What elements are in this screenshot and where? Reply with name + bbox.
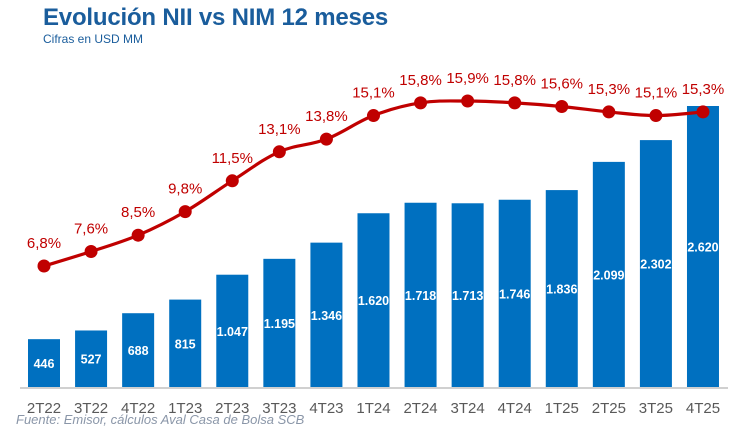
nii-bar-2T24: [404, 202, 437, 387]
nim-point-1T25: [555, 99, 569, 113]
nii-bar-2T25: [592, 161, 625, 387]
nim-point-3T22: [84, 245, 98, 259]
nii-bar-label-4T25: 2.620: [687, 241, 718, 255]
nim-point-2T22: [37, 259, 51, 273]
x-tick-3T25: 3T25: [639, 400, 673, 417]
x-tick-1T23: 1T23: [168, 400, 202, 417]
nii-bar-3T25: [639, 140, 672, 387]
nim-label-2T25: 15,3%: [588, 81, 631, 98]
nii-bar-label-1T23: 815: [175, 337, 196, 351]
nim-point-4T23: [319, 132, 333, 146]
nim-point-3T25: [649, 109, 663, 123]
nii-bar-label-2T23: 1.047: [217, 325, 248, 339]
nim-label-4T23: 13,8%: [305, 108, 348, 125]
nim-point-4T22: [131, 228, 145, 242]
nim-label-2T24: 15,8%: [399, 72, 442, 89]
nim-label-1T23: 9,8%: [168, 181, 202, 198]
nim-point-1T24: [366, 109, 380, 123]
nii-bar-2T23: [216, 274, 249, 387]
nii-bar-label-4T24: 1.746: [499, 287, 530, 301]
nii-bar-3T22: [75, 330, 108, 387]
nim-point-3T23: [272, 145, 286, 159]
nii-bars: [28, 106, 719, 387]
nii-bar-label-3T22: 527: [81, 353, 102, 367]
x-tick-2T24: 2T24: [403, 400, 437, 417]
x-tick-4T24: 4T24: [498, 400, 532, 417]
nim-label-1T25: 15,6%: [540, 75, 583, 92]
nii-bar-label-3T24: 1.713: [452, 289, 483, 303]
nii-bar-1T23: [169, 299, 202, 387]
x-tick-4T25: 4T25: [686, 400, 720, 417]
nim-labels: 6,8%7,6%8,5%9,8%11,5%13,1%13,8%15,1%15,8…: [27, 70, 724, 252]
x-tick-2T23: 2T23: [215, 400, 249, 417]
nii-bar-label-1T25: 1.836: [546, 283, 577, 297]
nim-label-2T23: 11,5%: [212, 150, 253, 167]
nim-point-1T23: [178, 205, 192, 219]
nii-bar-4T25: [686, 106, 719, 387]
nim-point-2T24: [414, 96, 428, 110]
nii-bar-4T23: [310, 242, 343, 387]
nim-label-3T22: 7,6%: [74, 221, 108, 238]
nim-label-2T22: 6,8%: [27, 235, 61, 252]
chart-source: Fuente: Emisor, cálculos Aval Casa de Bo…: [16, 412, 305, 427]
x-tick-2T25: 2T25: [592, 400, 626, 417]
nim-points: [37, 94, 710, 273]
nim-label-4T22: 8,5%: [121, 204, 155, 221]
x-tick-1T25: 1T25: [545, 400, 579, 417]
x-tick-1T24: 1T24: [356, 400, 390, 417]
nii-bar-1T25: [545, 190, 578, 387]
nii-bar-4T22: [122, 313, 155, 387]
nim-label-4T24: 15,8%: [493, 72, 536, 89]
nii-bar-label-4T23: 1.346: [311, 309, 342, 323]
nii-bar-2T22: [28, 339, 60, 387]
nim-point-4T25: [696, 105, 710, 119]
x-tick-3T22: 3T22: [74, 400, 108, 417]
nii-bar-label-1T24: 1.620: [358, 294, 389, 308]
nii-bar-3T23: [263, 258, 296, 387]
nii-bar-4T24: [498, 199, 531, 387]
x-tick-3T23: 3T23: [262, 400, 296, 417]
x-tick-4T23: 4T23: [309, 400, 343, 417]
nim-label-3T24: 15,9%: [446, 70, 489, 87]
chart-subtitle: Cifras en USD MM: [43, 32, 144, 46]
chart-title: Evolución NII vs NIM 12 meses: [43, 4, 389, 31]
nii-bar-label-2T24: 1.718: [405, 289, 436, 303]
nii-bar-label-2T25: 2.099: [593, 268, 624, 282]
x-tick-labels: 2T22 3T22 4T22 1T23 2T23 3T23 4T23 1T24 2T24 3T24…: [27, 400, 720, 417]
nii-bar-label-3T25: 2.302: [640, 258, 671, 272]
nii-bar-1T24: [357, 213, 390, 387]
nim-label-3T23: 13,1%: [258, 121, 301, 138]
nii-bar-labels: 446 527 688 815 1.047 1.195 1.346 1.620 1.718 1.7…: [34, 241, 719, 372]
nii-bar-label-4T22: 688: [128, 344, 149, 358]
x-tick-3T24: 3T24: [451, 400, 485, 417]
nim-label-4T25: 15,3%: [682, 81, 725, 98]
nim-point-2T25: [602, 105, 616, 119]
nim-label-3T25: 15,1%: [635, 85, 678, 102]
nii-bar-label-3T23: 1.195: [264, 317, 295, 331]
nim-point-2T23: [225, 174, 239, 188]
nim-point-3T24: [461, 94, 475, 108]
nim-point-4T24: [508, 96, 522, 110]
nii-bar-label-2T22: 446: [34, 357, 55, 371]
nim-label-1T24: 15,1%: [352, 85, 395, 102]
x-tick-4T22: 4T22: [121, 400, 155, 417]
nii-bar-3T24: [451, 203, 484, 387]
x-tick-2T22: 2T22: [27, 400, 61, 417]
